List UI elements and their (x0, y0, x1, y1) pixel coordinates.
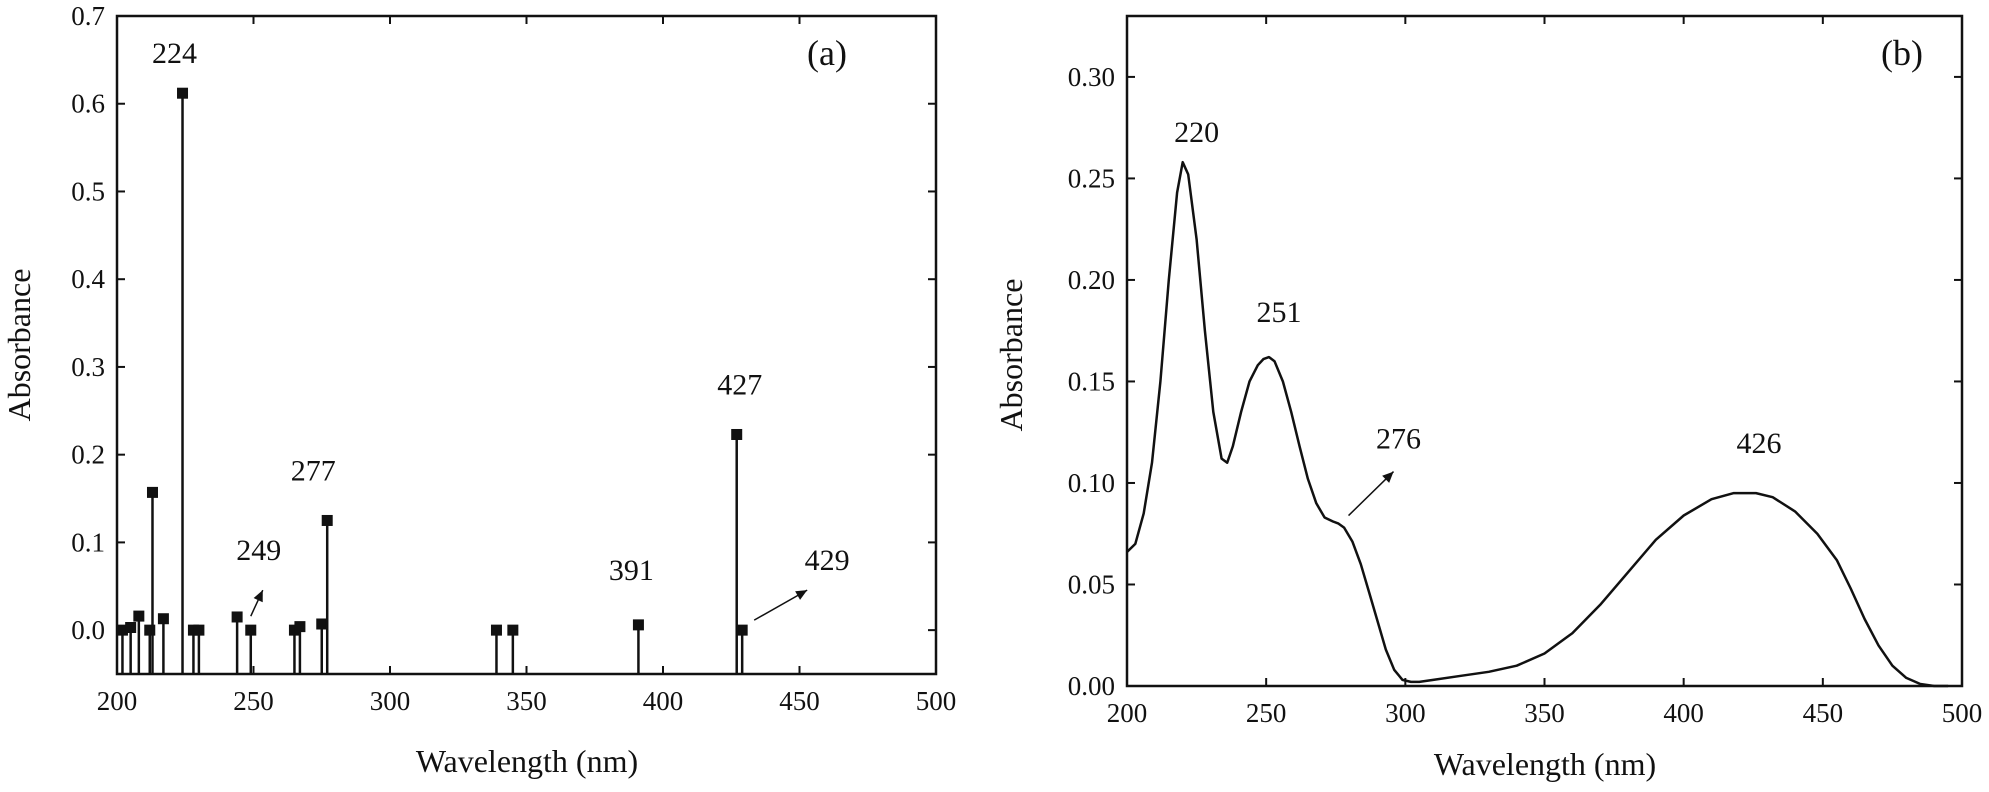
peak-label: 251 (1256, 296, 1301, 329)
peak-label: 276 (1376, 423, 1421, 456)
stem-marker (177, 87, 189, 99)
y-tick-label: 0.7 (71, 1, 105, 31)
y-tick-label: 0.5 (71, 176, 105, 206)
y-tick-label: 0.25 (1068, 163, 1115, 193)
x-tick-label: 500 (1942, 698, 1983, 728)
absorbance-curve (1126, 160, 1949, 688)
x-tick-label: 500 (916, 686, 957, 716)
y-tick-label: 0.30 (1068, 62, 1115, 92)
y-tick-label: 0.4 (71, 264, 105, 294)
annotation-arrowhead (1382, 471, 1394, 483)
panel-label-a: (a) (807, 33, 847, 73)
peak-label: 426 (1737, 427, 1782, 460)
y-tick-label: 0.10 (1068, 468, 1115, 498)
peak-label: 391 (609, 554, 654, 587)
stem-marker (294, 621, 306, 633)
x-tick-label: 300 (370, 686, 411, 716)
marks-b: 220 251 276 426 (1126, 116, 1949, 688)
x-tick-label: 200 (97, 686, 138, 716)
marks-a: 224 249 277 391 427 429 (116, 37, 850, 674)
stem-marker (146, 486, 158, 498)
stem-marker (231, 611, 243, 623)
stem-marker (490, 624, 502, 636)
plot-frame-b (1125, 14, 1964, 688)
x-tick-label: 400 (1663, 698, 1704, 728)
stem-marker (731, 428, 743, 440)
x-tick-label: 200 (1107, 698, 1148, 728)
x-tick-label: 300 (1385, 698, 1426, 728)
x-tick-label: 400 (643, 686, 684, 716)
stem-marker (736, 624, 748, 636)
stem-marker (157, 613, 169, 625)
peak-label: 249 (236, 534, 281, 567)
y-tick-label: 0.3 (71, 352, 105, 382)
y-tick-label: 0.05 (1068, 569, 1115, 599)
x-tick-label: 450 (1803, 698, 1844, 728)
peak-label: 277 (291, 454, 336, 487)
stem-marker (632, 619, 644, 631)
panel-a: 200 250 300 350 400 450 500 0.0 0.1 0.2 0.3 0.4 0.5 0… (1, 1, 956, 779)
panel-b: 200 250 300 350 400 450 500 0.00 0.05 0.10 0.15 0.2… (993, 14, 1983, 782)
x-tick-label: 350 (506, 686, 547, 716)
y-axis-title-a: Absorbance (1, 269, 37, 422)
stem-marker (125, 622, 137, 634)
stem-marker (321, 514, 333, 526)
y-tick-label: 0.15 (1068, 366, 1115, 396)
peak-label: 429 (805, 544, 850, 577)
peak-label: 220 (1174, 116, 1219, 149)
y-axis-title-b: Absorbance (993, 279, 1029, 432)
panel-label-b: (b) (1881, 33, 1923, 73)
x-axis-title-a: Wavelength (nm) (416, 743, 638, 779)
x-tick-label: 250 (233, 686, 274, 716)
y-tick-label: 0.20 (1068, 265, 1115, 295)
stem-marker (316, 618, 328, 630)
x-tick-label: 350 (1524, 698, 1565, 728)
stem-marker (116, 624, 128, 636)
stem-marker (144, 624, 156, 636)
peak-label: 224 (152, 37, 197, 70)
stem-marker (133, 610, 145, 622)
y-tick-label: 0.2 (71, 440, 105, 470)
stem-marker (193, 624, 205, 636)
ticks-a: 200 250 300 350 400 450 500 0.0 0.1 0.2 0.3 0.4 0.5 0… (71, 1, 956, 716)
stem-marker (245, 624, 257, 636)
annotation-arrowhead (253, 590, 263, 603)
ticks-b: 200 250 300 350 400 450 500 0.00 0.05 0.10 0.15 0.2… (1068, 16, 1983, 728)
x-tick-label: 250 (1246, 698, 1287, 728)
annotation-arrowhead (795, 590, 808, 600)
y-tick-label: 0.0 (71, 615, 105, 645)
peak-label: 427 (717, 368, 762, 401)
y-tick-label: 0.00 (1068, 671, 1115, 701)
y-tick-label: 0.6 (71, 89, 105, 119)
x-tick-label: 450 (779, 686, 820, 716)
stem-marker (507, 624, 519, 636)
y-tick-label: 0.1 (71, 527, 105, 557)
x-axis-title-b: Wavelength (nm) (1434, 746, 1656, 782)
